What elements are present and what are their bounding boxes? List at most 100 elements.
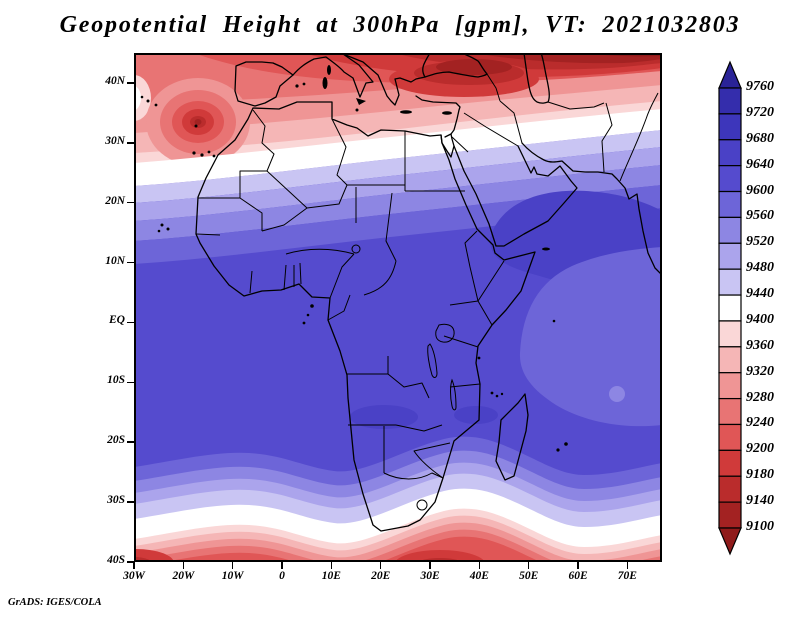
black-sea-coast: [422, 53, 488, 78]
colorbar-tick-label: 9320: [746, 363, 774, 379]
south-europe-coast: [292, 53, 461, 138]
y-tickmark: [127, 501, 134, 503]
colorbar-box: [718, 190, 742, 219]
x-tickmark: [527, 562, 530, 569]
plot-title: Geopotential Height at 300hPa [gpm], VT:…: [59, 12, 741, 38]
contour-bands: [134, 53, 662, 562]
y-tick-label: 30N: [105, 134, 125, 147]
y-tickmark: [127, 321, 134, 324]
arabia-coast: [453, 145, 578, 247]
colorbar-box: [718, 165, 742, 193]
x-tickmark: [330, 562, 333, 569]
madagascar-coast: [495, 393, 529, 481]
colorbar-tick-label: 9240: [746, 415, 774, 431]
x-tick-label: 30E: [420, 570, 440, 582]
x-tick-label: 20E: [371, 570, 391, 582]
y-tick-label: 30S: [107, 494, 125, 507]
sinai-coast: [440, 133, 455, 158]
y-tick-label: 10N: [105, 254, 125, 267]
y-tick-label: 20S: [107, 434, 125, 447]
x-tickmark: [182, 562, 185, 569]
x-tick-label: 60E: [568, 570, 588, 582]
x-tick-label: 50E: [519, 570, 539, 582]
colorbar-box: [718, 87, 742, 115]
cutoff-low: [146, 78, 250, 166]
colorbar-tick-label: 9200: [746, 441, 774, 457]
y-tickmark: [127, 201, 134, 204]
y-tick-label: EQ: [109, 314, 125, 327]
x-tickmark: [577, 562, 579, 569]
colorbar-tick-label: 9600: [746, 182, 774, 198]
y-tickmark: [127, 441, 134, 443]
y-tick-label: 40S: [107, 553, 125, 566]
caspian-coast: [523, 53, 550, 104]
colorbar-box: [718, 294, 742, 322]
y-tick-label: 20N: [105, 194, 125, 207]
colorbar-tick-label: 9280: [746, 389, 774, 405]
x-tickmark: [478, 562, 481, 569]
y-tickmark: [127, 381, 134, 384]
colorbar-box: [718, 113, 742, 141]
colorbar-tick-label: 9760: [746, 79, 774, 94]
colorbar-tick-label: 9100: [746, 519, 774, 534]
colorbar-tick-label: 9400: [746, 311, 774, 327]
colorbar: [718, 60, 742, 556]
colorbar-tick-label: 9180: [746, 467, 774, 483]
colorbar-box: [718, 320, 742, 348]
country-borders: [195, 62, 659, 511]
colorbar-tick-label: 9440: [746, 286, 774, 302]
lake-victoria: [435, 323, 455, 343]
x-tickmark: [379, 562, 382, 569]
credit-text: GrADS: IGES/COLA: [8, 597, 102, 608]
lakes: [351, 244, 457, 411]
y-tick-label: 10S: [107, 374, 125, 387]
africa-coast: [195, 101, 536, 532]
colorbar-tick-label: 9140: [746, 493, 774, 509]
x-tick-label: 10W: [221, 570, 244, 582]
colorbar-box: [718, 346, 742, 374]
colorbar-box: [718, 475, 742, 503]
x-tickmark: [133, 562, 135, 569]
colorbar-tick-label: 9680: [746, 130, 774, 146]
y-tickmark: [127, 82, 134, 84]
x-tickmark: [281, 562, 283, 569]
x-tickmark: [429, 562, 431, 569]
colorbar-box: [718, 268, 742, 296]
colorbar-box: [718, 242, 742, 270]
map-border: [134, 53, 662, 562]
colorbar-tick-label: 9560: [746, 208, 774, 224]
x-tick-label: 70E: [617, 570, 637, 582]
lake-tanganyika: [427, 343, 438, 378]
y-tickmark: [127, 561, 134, 563]
x-tick-label: 30W: [123, 570, 145, 582]
colorbar-tick-label: 9720: [746, 104, 774, 120]
x-tickmark: [231, 562, 234, 569]
colorbar-arrow-top: [718, 60, 742, 89]
x-tick-label: 0: [279, 570, 285, 582]
x-tick-label: 40E: [469, 570, 489, 582]
y-tickmark: [127, 261, 134, 264]
colorbar-box: [718, 449, 742, 477]
colorbar-box: [718, 216, 742, 244]
colorbar-tick-label: 9360: [746, 337, 774, 353]
colorbar-tick-label: 9640: [746, 156, 774, 172]
colorbar-box: [718, 372, 742, 400]
colorbar-tick-label: 9480: [746, 260, 774, 276]
map-plot: [134, 53, 662, 562]
colorbar-box: [718, 139, 742, 167]
x-tickmark: [626, 562, 629, 569]
islands: [140, 65, 568, 452]
y-tick-label: 40N: [105, 74, 125, 87]
x-tick-label: 20W: [172, 570, 195, 582]
lake-malawi: [450, 378, 457, 411]
colorbar-box: [718, 423, 742, 451]
y-tickmark: [127, 142, 134, 144]
colorbar-tick-label: 9520: [746, 234, 774, 250]
x-tick-label: 10E: [321, 570, 341, 582]
iran-india-coast: [521, 142, 662, 276]
lake-chad: [351, 244, 361, 254]
colorbar-box: [718, 397, 742, 426]
colorbar-box: [718, 501, 742, 529]
colorbar-arrow-bottom: [718, 527, 742, 556]
